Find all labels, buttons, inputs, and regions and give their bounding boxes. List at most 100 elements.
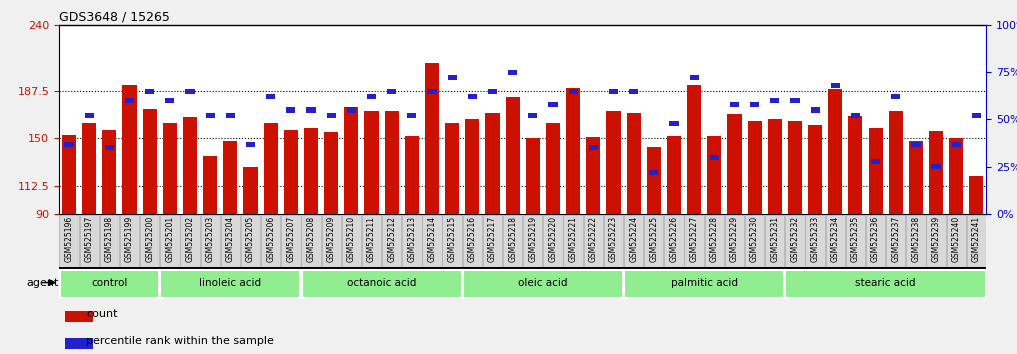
Bar bbox=[243, 167, 257, 214]
Bar bbox=[626, 113, 641, 214]
FancyBboxPatch shape bbox=[604, 215, 623, 267]
Bar bbox=[869, 128, 883, 214]
Bar bbox=[949, 138, 963, 214]
FancyBboxPatch shape bbox=[442, 215, 462, 267]
Bar bbox=[969, 176, 983, 214]
Bar bbox=[326, 113, 336, 118]
Text: GSM525199: GSM525199 bbox=[125, 216, 134, 262]
Bar bbox=[226, 113, 235, 118]
Text: GSM525238: GSM525238 bbox=[911, 216, 920, 262]
Bar bbox=[105, 145, 114, 150]
Bar bbox=[246, 142, 255, 147]
FancyBboxPatch shape bbox=[261, 215, 281, 267]
Bar bbox=[65, 311, 93, 322]
Bar bbox=[163, 123, 177, 214]
Bar bbox=[65, 338, 93, 348]
Bar bbox=[407, 113, 416, 118]
FancyBboxPatch shape bbox=[59, 215, 78, 267]
Bar bbox=[425, 63, 439, 214]
FancyBboxPatch shape bbox=[79, 215, 99, 267]
Bar bbox=[750, 102, 760, 107]
Text: GSM525230: GSM525230 bbox=[751, 216, 759, 262]
Bar bbox=[122, 85, 136, 214]
Text: GSM525241: GSM525241 bbox=[972, 216, 981, 262]
Bar bbox=[345, 107, 358, 214]
Bar bbox=[889, 111, 903, 214]
Text: GSM525218: GSM525218 bbox=[508, 216, 518, 262]
Bar bbox=[932, 164, 941, 169]
Bar bbox=[730, 102, 739, 107]
Bar bbox=[687, 85, 701, 214]
Text: GSM525214: GSM525214 bbox=[427, 216, 436, 262]
FancyBboxPatch shape bbox=[120, 215, 139, 267]
Bar bbox=[125, 98, 134, 103]
Bar bbox=[82, 123, 97, 214]
Bar bbox=[770, 98, 779, 103]
Text: oleic acid: oleic acid bbox=[518, 278, 567, 287]
Text: GSM525198: GSM525198 bbox=[105, 216, 114, 262]
Text: GSM525208: GSM525208 bbox=[306, 216, 315, 262]
Bar bbox=[647, 147, 661, 214]
Bar bbox=[667, 136, 681, 214]
FancyBboxPatch shape bbox=[744, 215, 765, 267]
Bar bbox=[790, 98, 799, 103]
FancyBboxPatch shape bbox=[785, 215, 804, 267]
Bar bbox=[768, 120, 782, 214]
Bar bbox=[508, 70, 518, 75]
Bar bbox=[851, 113, 860, 118]
Bar bbox=[911, 142, 920, 147]
Bar bbox=[972, 113, 981, 118]
Bar bbox=[142, 109, 157, 214]
FancyBboxPatch shape bbox=[886, 215, 905, 267]
Bar bbox=[690, 75, 699, 80]
Text: GSM525215: GSM525215 bbox=[447, 216, 457, 262]
FancyBboxPatch shape bbox=[684, 215, 704, 267]
FancyBboxPatch shape bbox=[947, 215, 966, 267]
FancyBboxPatch shape bbox=[161, 269, 300, 297]
FancyBboxPatch shape bbox=[644, 215, 663, 267]
Text: agent: agent bbox=[26, 278, 59, 287]
Bar bbox=[405, 136, 419, 214]
Bar bbox=[586, 137, 600, 214]
Bar bbox=[145, 88, 155, 93]
Text: GSM525231: GSM525231 bbox=[770, 216, 779, 262]
FancyBboxPatch shape bbox=[523, 215, 542, 267]
Bar bbox=[649, 170, 658, 175]
Bar bbox=[747, 121, 762, 214]
Bar bbox=[166, 98, 175, 103]
Text: GSM525205: GSM525205 bbox=[246, 216, 255, 262]
Bar bbox=[811, 108, 820, 113]
FancyBboxPatch shape bbox=[180, 215, 199, 267]
Text: GSM525233: GSM525233 bbox=[811, 216, 820, 262]
Text: GSM525235: GSM525235 bbox=[851, 216, 860, 262]
FancyBboxPatch shape bbox=[765, 215, 784, 267]
Bar bbox=[224, 141, 237, 214]
Bar bbox=[324, 132, 339, 214]
Bar bbox=[465, 120, 479, 214]
FancyBboxPatch shape bbox=[664, 215, 683, 267]
Text: GSM525229: GSM525229 bbox=[730, 216, 739, 262]
Bar bbox=[566, 88, 581, 214]
Text: GSM525227: GSM525227 bbox=[690, 216, 699, 262]
FancyBboxPatch shape bbox=[725, 215, 744, 267]
Bar bbox=[831, 83, 840, 88]
FancyBboxPatch shape bbox=[463, 269, 623, 297]
FancyBboxPatch shape bbox=[826, 215, 845, 267]
FancyBboxPatch shape bbox=[382, 215, 402, 267]
Bar bbox=[367, 94, 376, 99]
FancyBboxPatch shape bbox=[161, 215, 180, 267]
Bar bbox=[589, 145, 598, 150]
Text: GSM525236: GSM525236 bbox=[872, 216, 880, 262]
FancyBboxPatch shape bbox=[463, 215, 482, 267]
Bar bbox=[891, 94, 900, 99]
FancyBboxPatch shape bbox=[785, 269, 985, 297]
Bar bbox=[871, 159, 880, 164]
Text: GSM525223: GSM525223 bbox=[609, 216, 618, 262]
Text: GSM525196: GSM525196 bbox=[64, 216, 73, 262]
Bar bbox=[528, 113, 537, 118]
Bar bbox=[84, 113, 94, 118]
FancyBboxPatch shape bbox=[563, 215, 583, 267]
Text: GSM525213: GSM525213 bbox=[408, 216, 416, 262]
Text: GSM525219: GSM525219 bbox=[528, 216, 537, 262]
FancyBboxPatch shape bbox=[624, 269, 784, 297]
